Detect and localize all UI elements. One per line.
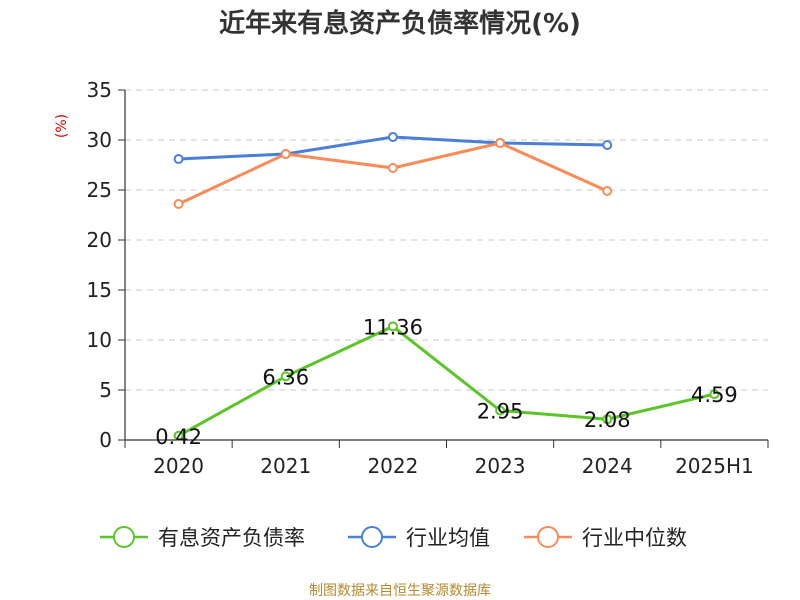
data-point — [387, 321, 398, 332]
y-tick-label: 35 — [87, 78, 112, 102]
y-tick-label: 15 — [87, 278, 112, 302]
legend-item[interactable]: 行业中位数 — [524, 526, 687, 550]
data-point — [602, 414, 613, 425]
data-point — [709, 389, 720, 400]
y-axis-unit: (%) — [54, 114, 70, 138]
legend-marker — [113, 526, 135, 548]
x-tick-label: 2023 — [475, 454, 526, 478]
data-point — [602, 140, 613, 150]
legend-item[interactable]: 有息资产负债率 — [100, 526, 305, 550]
data-label: 2.08 — [584, 408, 631, 432]
y-tick-label: 30 — [87, 128, 112, 152]
data-point — [173, 199, 184, 209]
data-label: 0.42 — [155, 425, 202, 449]
y-tick-label: 10 — [87, 328, 112, 352]
x-tick-label: 2022 — [367, 454, 418, 478]
y-axis-ticks: 0 5 10 15 20 25 30 35 — [87, 78, 125, 452]
legend-marker — [361, 526, 383, 548]
gridlines — [125, 89, 768, 391]
data-label: 2.95 — [477, 400, 524, 424]
legend-marker — [537, 526, 559, 548]
data-point — [173, 154, 184, 164]
data-point — [387, 132, 398, 142]
legend-label: 有息资产负债率 — [158, 526, 305, 550]
x-axis-ticks: 2020 2021 2022 2023 2024 2025H1 — [124, 440, 769, 478]
data-point — [495, 138, 506, 148]
x-tick-label: 2020 — [153, 454, 204, 478]
series-line — [177, 141, 608, 206]
data-label: 11.36 — [363, 315, 423, 339]
legend[interactable]: 有息资产负债率 行业均值 行业中位数 — [100, 526, 687, 550]
y-tick-label: 25 — [87, 178, 112, 202]
legend-label: 行业中位数 — [582, 526, 687, 550]
x-tick-label: 2021 — [260, 454, 311, 478]
legend-item[interactable]: 行业均值 — [348, 526, 490, 550]
series-line — [177, 324, 715, 438]
axes — [124, 90, 768, 441]
y-tick-label: 20 — [87, 228, 112, 252]
x-tick-label: 2025H1 — [675, 454, 754, 478]
y-tick-label: 5 — [99, 378, 112, 402]
y-tick-label: 0 — [99, 428, 112, 452]
x-tick-label: 2024 — [582, 454, 633, 478]
chart-title: 近年来有息资产负债率情况(%) — [219, 8, 581, 39]
series-lines — [173, 132, 720, 441]
data-point — [602, 186, 613, 196]
source-note: 制图数据来自恒生聚源数据库 — [309, 583, 491, 599]
data-point — [387, 163, 398, 173]
data-point — [173, 430, 184, 441]
data-point — [280, 149, 291, 159]
data-point — [280, 371, 291, 382]
data-label: 6.36 — [262, 365, 309, 389]
data-labels: 0.42 6.36 11.36 2.95 2.08 4.59 — [155, 315, 738, 448]
data-point — [495, 405, 506, 416]
legend-label: 行业均值 — [406, 526, 490, 550]
data-label: 4.59 — [691, 383, 738, 407]
